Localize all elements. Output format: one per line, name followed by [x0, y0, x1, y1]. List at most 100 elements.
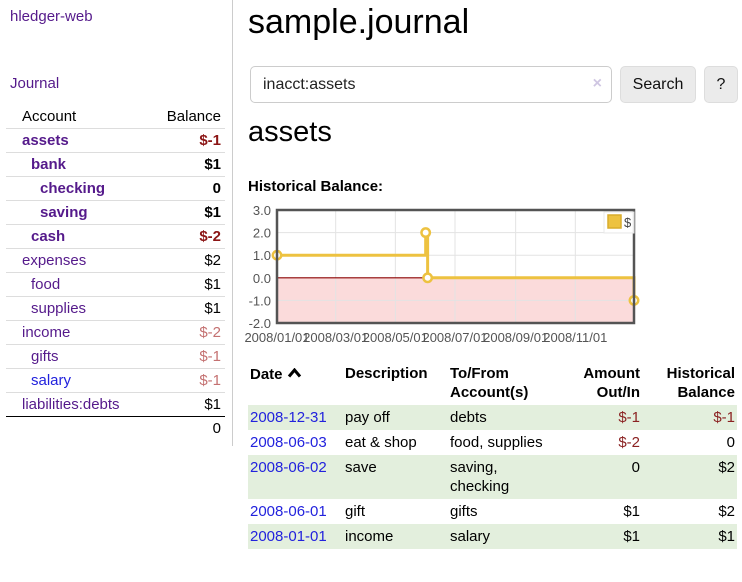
sidebar-item-journal[interactable]: Journal: [10, 75, 60, 92]
svg-text:$: $: [624, 215, 632, 230]
svg-text:1.0: 1.0: [253, 248, 271, 263]
transaction-description: eat & shop: [345, 434, 417, 451]
account-link[interactable]: bank: [31, 156, 67, 173]
account-balance: 0: [212, 180, 221, 197]
column-header-accounts: To/From Account(s): [450, 365, 529, 401]
transaction-row: 2008-12-31 pay off debts $-1 $-1: [248, 405, 737, 430]
transaction-date-link[interactable]: 2008-12-31: [250, 409, 327, 426]
transaction-description: gift: [345, 503, 366, 520]
account-balance: $1: [204, 156, 221, 173]
account-row: checking 0: [6, 176, 225, 200]
page-title: sample.journal: [248, 3, 470, 41]
account-link[interactable]: salary: [31, 372, 72, 389]
account-row: supplies $1: [6, 296, 225, 320]
account-balance: $-2: [199, 228, 221, 245]
transaction-row: 2008-06-02 save saving, checking 0 $2: [248, 455, 737, 499]
account-row: expenses $2: [6, 248, 225, 272]
accounts-header-account: Account: [22, 108, 77, 125]
transaction-balance: $2: [718, 503, 735, 520]
account-balance: $-1: [199, 132, 221, 149]
transaction-date-link[interactable]: 2008-01-01: [250, 528, 327, 545]
account-balance: $2: [204, 252, 221, 269]
transaction-date-link[interactable]: 2008-06-02: [250, 459, 327, 476]
transaction-row: 2008-06-03 eat & shop food, supplies $-2…: [248, 430, 737, 455]
account-row: cash $-2: [6, 224, 225, 248]
transaction-row: 2008-01-01 income salary $1 $1: [248, 524, 737, 549]
account-row: food $1: [6, 272, 225, 296]
account-link[interactable]: food: [31, 276, 61, 293]
svg-text:2008/09/01: 2008/09/01: [483, 330, 548, 345]
column-header-amount: Amount Out/In: [583, 365, 640, 401]
account-row: liabilities:debts $1: [6, 392, 225, 416]
transaction-row: 2008-06-01 gift gifts $1 $2: [248, 499, 737, 524]
accounts-panel: Account Balance assets $-1 bank $1 check…: [6, 108, 225, 440]
account-link[interactable]: saving: [40, 204, 88, 221]
search-input[interactable]: [250, 66, 612, 103]
account-balance: $1: [204, 396, 221, 413]
account-link[interactable]: income: [22, 324, 71, 341]
transaction-accounts: salary: [450, 528, 491, 545]
svg-text:2008/03/01: 2008/03/01: [303, 330, 368, 345]
account-page-title: assets: [248, 116, 332, 148]
account-link[interactable]: gifts: [31, 348, 59, 365]
transaction-accounts: debts: [450, 409, 487, 426]
account-row: income $-2: [6, 320, 225, 344]
account-balance: $-1: [199, 372, 221, 389]
account-row: salary $-1: [6, 368, 225, 392]
account-balance: $1: [204, 276, 221, 293]
accounts-total-value: 0: [212, 420, 221, 437]
transaction-amount: 0: [631, 459, 640, 476]
svg-text:2008/07/01: 2008/07/01: [422, 330, 487, 345]
search-bar: × Search ?: [250, 66, 738, 103]
sidebar: hledger-web Journal Account Balance asse…: [0, 0, 233, 446]
search-button[interactable]: Search: [620, 66, 696, 103]
account-link[interactable]: assets: [22, 132, 69, 149]
transaction-description: income: [345, 528, 394, 545]
app-brand-link[interactable]: hledger-web: [10, 8, 93, 25]
account-balance: $-2: [199, 324, 221, 341]
svg-text:2008/01/01: 2008/01/01: [244, 330, 309, 345]
help-button[interactable]: ?: [704, 66, 738, 103]
transaction-date-link[interactable]: 2008-06-03: [250, 434, 327, 451]
transaction-balance: 0: [726, 434, 735, 451]
account-balance: $1: [204, 300, 221, 317]
accounts-header-balance: Balance: [166, 108, 221, 125]
transaction-date-link[interactable]: 2008-06-01: [250, 503, 327, 520]
svg-text:3.0: 3.0: [253, 203, 271, 218]
account-row: bank $1: [6, 152, 225, 176]
account-balance: $-1: [199, 348, 221, 365]
transaction-description: pay off: [345, 409, 390, 426]
account-row: assets $-1: [6, 128, 225, 152]
account-link[interactable]: checking: [40, 180, 106, 197]
transaction-amount: $1: [623, 503, 640, 520]
sort-asc-icon: [287, 364, 302, 383]
account-link[interactable]: supplies: [31, 300, 87, 317]
svg-text:2.0: 2.0: [253, 226, 271, 241]
transaction-amount: $-1: [618, 409, 640, 426]
account-link[interactable]: cash: [31, 228, 66, 245]
svg-text:0.0: 0.0: [253, 271, 271, 286]
transaction-balance: $2: [718, 459, 735, 476]
historical-balance-chart: 2008/01/012008/03/012008/05/012008/07/01…: [244, 203, 640, 345]
transaction-accounts: saving, checking: [450, 459, 510, 495]
account-balance: $1: [204, 204, 221, 221]
register-table: Date Description To/From Account(s) Amoun…: [248, 361, 737, 549]
transaction-balance: $1: [718, 528, 735, 545]
main-content: sample.journal × Search ? assets Histori…: [244, 0, 742, 582]
register-body: 2008-12-31 pay off debts $-1 $-1 2008-06…: [248, 405, 737, 549]
column-header-description: Description: [345, 365, 428, 382]
column-header-date[interactable]: Date: [248, 361, 343, 405]
svg-text:2008/11/01: 2008/11/01: [543, 330, 607, 345]
transaction-accounts: food, supplies: [450, 434, 543, 451]
clear-search-icon[interactable]: ×: [592, 75, 602, 92]
accounts-total-row: 0: [6, 416, 225, 440]
register-header-row: Date Description To/From Account(s) Amoun…: [248, 361, 737, 405]
account-link[interactable]: expenses: [22, 252, 87, 269]
transaction-description: save: [345, 459, 377, 476]
account-row: saving $1: [6, 200, 225, 224]
transaction-amount: $1: [623, 528, 640, 545]
svg-text:-2.0: -2.0: [249, 316, 271, 331]
account-link[interactable]: liabilities:debts: [22, 396, 120, 413]
accounts-header: Account Balance: [6, 108, 225, 128]
accounts-body: assets $-1 bank $1 checking 0 saving $1 …: [6, 128, 225, 416]
